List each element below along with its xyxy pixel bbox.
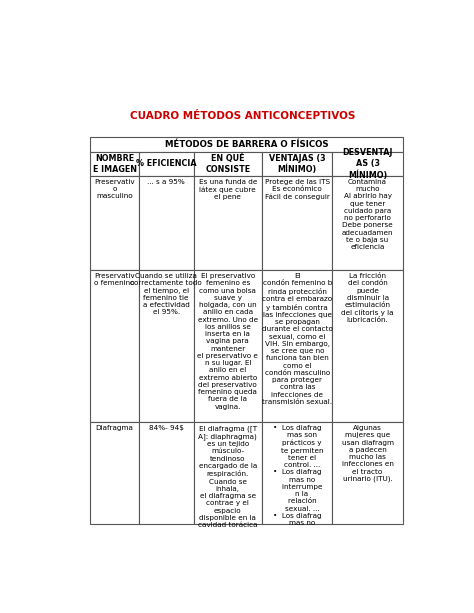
- Bar: [193, 422, 262, 524]
- Bar: [332, 152, 403, 176]
- Bar: [139, 270, 193, 422]
- Bar: [91, 137, 403, 152]
- Text: Es una funda de
látex que cubre
el pene: Es una funda de látex que cubre el pene: [199, 179, 257, 200]
- Bar: [262, 422, 332, 524]
- Bar: [139, 176, 193, 270]
- Bar: [193, 176, 262, 270]
- Text: El
condón femenino b
rinda protección
contra el embarazo
y también contra
las in: El condón femenino b rinda protección co…: [262, 273, 333, 405]
- Bar: [332, 422, 403, 524]
- Bar: [139, 152, 193, 176]
- Bar: [91, 270, 139, 422]
- Bar: [193, 152, 262, 176]
- Text: Preservativ
o femenino: Preservativ o femenino: [94, 273, 135, 286]
- Bar: [91, 152, 139, 176]
- Text: ... s a 95%: ... s a 95%: [147, 179, 185, 185]
- Bar: [91, 176, 139, 270]
- Bar: [139, 422, 193, 524]
- Text: VENTAJAS (3
MÍNIMO): VENTAJAS (3 MÍNIMO): [269, 154, 326, 174]
- Text: Protege de las ITS
Es económico
Fácil de conseguir: Protege de las ITS Es económico Fácil de…: [265, 179, 330, 200]
- Text: •  Los diafrag
    mas son
    prácticos y
    te permiten
    tener el
    cont: • Los diafrag mas son prácticos y te per…: [272, 425, 323, 526]
- Text: Algunas
mujeres que
usan diafragm
a padecen
mucho las
infecciones en
el tracto
u: Algunas mujeres que usan diafragm a pade…: [342, 425, 393, 482]
- Text: Diafragma: Diafragma: [96, 425, 134, 431]
- Bar: [262, 176, 332, 270]
- Text: EN QUÉ
CONSISTE: EN QUÉ CONSISTE: [205, 154, 250, 174]
- Text: Contamina
mucho
Al abrirlo hay
que tener
cuidado para
no perforarlo
Debe ponerse: Contamina mucho Al abrirlo hay que tener…: [342, 179, 393, 250]
- Text: DESVENTAJ
AS (3
MÍNIMO): DESVENTAJ AS (3 MÍNIMO): [342, 148, 393, 180]
- Bar: [262, 152, 332, 176]
- Bar: [332, 176, 403, 270]
- Bar: [193, 270, 262, 422]
- Text: NOMBRE
E IMAGEN: NOMBRE E IMAGEN: [93, 154, 137, 174]
- Text: Preservativ
o
masculino: Preservativ o masculino: [94, 179, 135, 199]
- Text: El diafragma ([T
A]: diaphragma)
es un tejido
músculo-
tendinoso
encargado de la: El diafragma ([T A]: diaphragma) es un t…: [198, 425, 257, 528]
- Text: El preservativo
femenino es
como una bolsa
suave y
holgada, con un
anillo en cad: El preservativo femenino es como una bol…: [198, 273, 258, 409]
- Text: La fricción
del condón
puede
disminuir la
estimulación
del clítoris y la
lubrica: La fricción del condón puede disminuir l…: [341, 273, 394, 323]
- Text: % EFICIENCIA: % EFICIENCIA: [136, 159, 197, 169]
- Bar: [91, 422, 139, 524]
- Bar: [332, 270, 403, 422]
- Text: Cuando se utiliza
correctamente todo
el tiempo, el
femenino tie
a efectividad
el: Cuando se utiliza correctamente todo el …: [130, 273, 202, 315]
- Text: MÉTODOS DE BARRERA O FÍSICOS: MÉTODOS DE BARRERA O FÍSICOS: [165, 140, 328, 149]
- Text: CUADRO MÉTODOS ANTICONCEPTIVOS: CUADRO MÉTODOS ANTICONCEPTIVOS: [130, 111, 356, 121]
- Bar: [262, 270, 332, 422]
- Text: 84%- 94$: 84%- 94$: [149, 425, 183, 431]
